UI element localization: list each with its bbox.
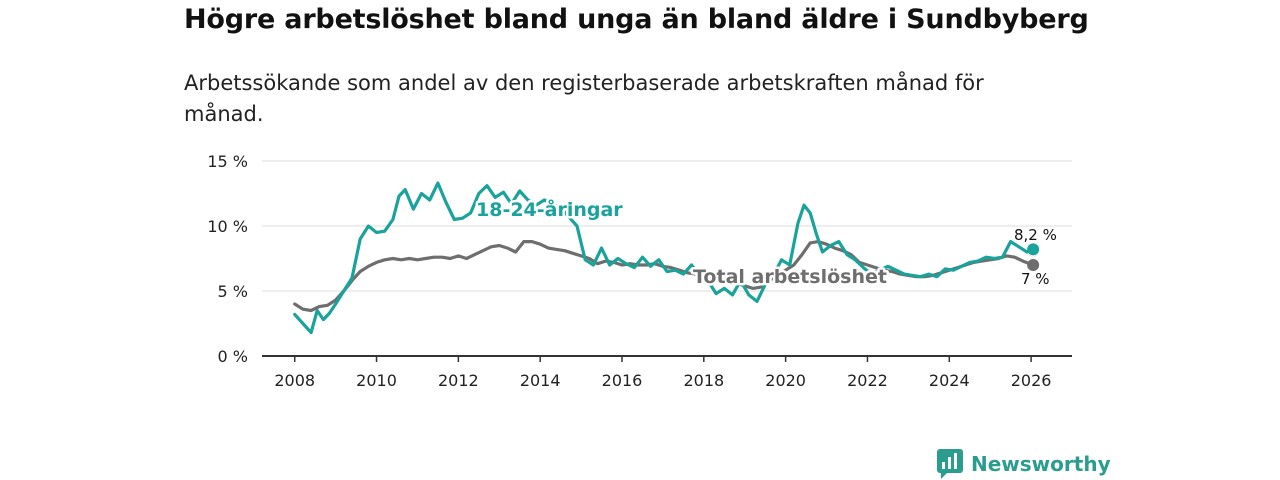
y-tick-label: 10 %	[207, 217, 248, 236]
series-label-total-halo: Total arbetslöshet	[693, 266, 887, 288]
series-line-youth	[293, 181, 1035, 335]
x-tick-label: 2016	[602, 371, 643, 390]
series-endpoint-youth	[1027, 243, 1040, 256]
x-tick-label: 2022	[847, 371, 888, 390]
x-tick-label: 2026	[1011, 371, 1052, 390]
series-label-youth-halo: 18-24-åringar	[476, 197, 623, 221]
end-label-total: 7 %	[1021, 270, 1050, 288]
x-axis-ticks: 2008 2010 2012 2014 2016 2018 2020 2022 2024 2026	[274, 356, 1051, 390]
series-label-youth: 18-24-åringar	[476, 197, 623, 221]
brand-logo[interactable]: Newsworthy	[937, 448, 1111, 480]
x-tick-label: 2010	[356, 371, 397, 390]
y-tick-label: 15 %	[207, 152, 248, 171]
series-endpoint-total	[1027, 259, 1040, 271]
y-tick-label: 0 %	[218, 347, 248, 366]
x-tick-label: 2008	[274, 371, 315, 390]
end-label-youth: 8,2 %	[1014, 226, 1057, 244]
newsworthy-logo-icon	[937, 449, 963, 479]
x-tick-label: 2014	[520, 371, 561, 390]
x-tick-label: 2018	[683, 371, 724, 390]
series-lines	[293, 181, 1040, 335]
brand-name: Newsworthy	[971, 452, 1111, 476]
gridlines	[262, 160, 1072, 292]
y-axis-tick-labels: 0 % 5 % 10 % 15 %	[207, 152, 248, 366]
chart-subtitle: Arbetssökande som andel av den registerb…	[184, 71, 984, 126]
y-tick-label: 5 %	[218, 282, 248, 301]
x-tick-label: 2020	[765, 371, 806, 390]
x-tick-label: 2024	[929, 371, 970, 390]
x-tick-label: 2012	[438, 371, 479, 390]
chart-title: Högre arbetslöshet bland unga än bland ä…	[184, 4, 1089, 35]
series-label-total: Total arbetslöshet	[693, 266, 887, 288]
